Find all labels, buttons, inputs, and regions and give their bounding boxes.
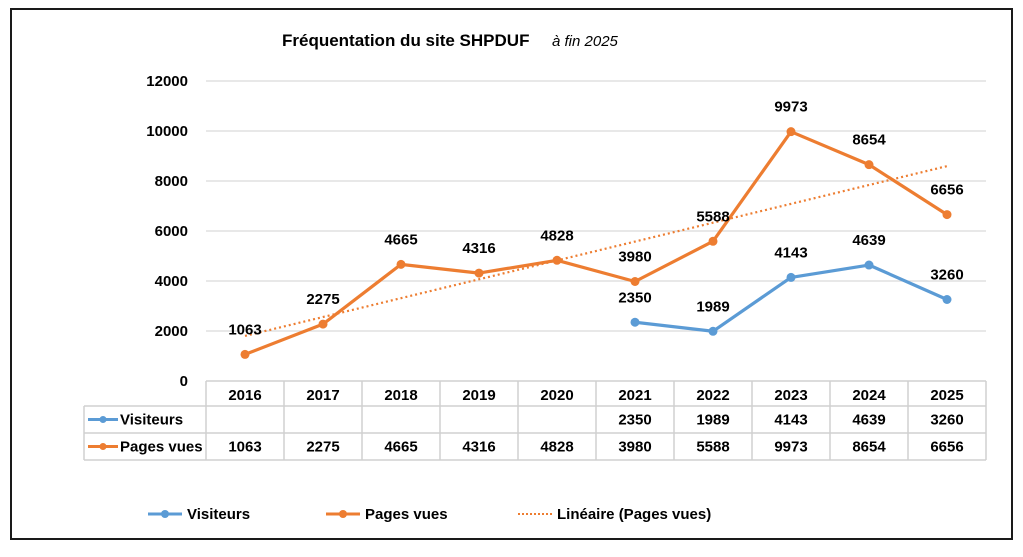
table-cell-value: 4665	[384, 439, 417, 456]
data-point	[942, 210, 952, 220]
data-point	[240, 349, 250, 359]
x-tick-label: 2018	[384, 387, 417, 404]
data-label: 4828	[540, 227, 573, 244]
data-label: 5588	[696, 208, 729, 225]
data-point	[708, 326, 718, 336]
legend-label: Visiteurs	[187, 506, 250, 523]
legend-label: Pages vues	[365, 506, 448, 523]
y-tick-label: 10000	[146, 123, 188, 140]
legend-label: Linéaire (Pages vues)	[557, 506, 711, 523]
data-point	[942, 295, 952, 304]
data-point	[318, 319, 328, 329]
data-label: 8654	[852, 132, 886, 149]
trendline	[244, 165, 948, 337]
table-cell-value: 2275	[306, 439, 339, 456]
chart-frame	[10, 8, 1013, 540]
y-tick-label: 4000	[155, 273, 188, 290]
x-tick-label: 2020	[540, 387, 573, 404]
table-cell-value: 4828	[540, 439, 573, 456]
data-point	[786, 272, 796, 282]
data-point	[864, 260, 874, 270]
table-cell-value: 5588	[696, 439, 729, 456]
data-label: 4665	[384, 231, 417, 248]
series-line	[244, 130, 948, 356]
table-cell-value: 3980	[618, 439, 651, 456]
data-point	[396, 259, 406, 269]
table-cell-value: 4316	[462, 439, 495, 456]
x-tick-label: 2016	[228, 387, 261, 404]
table-cell-value: 9973	[774, 439, 807, 456]
data-label: 1063	[228, 321, 261, 338]
table-cell-value: 6656	[930, 439, 963, 456]
table-cell-value: 3260	[930, 412, 963, 429]
data-point	[630, 277, 640, 286]
data-point	[474, 268, 484, 278]
table-series-label: Pages vues	[120, 439, 203, 456]
data-label: 2350	[618, 289, 651, 306]
x-tick-label: 2024	[852, 387, 886, 404]
table-cell-value: 4143	[774, 412, 807, 429]
data-label: 4143	[774, 244, 807, 261]
y-tick-label: 6000	[155, 223, 188, 240]
data-point	[552, 255, 562, 265]
data-label: 4639	[852, 232, 885, 249]
y-tick-label: 0	[180, 373, 188, 390]
data-point	[708, 236, 718, 246]
data-label: 6656	[930, 182, 963, 199]
y-tick-label: 12000	[146, 73, 188, 90]
data-label: 3980	[618, 249, 651, 266]
table-legend-marker	[99, 443, 107, 450]
y-tick-label: 2000	[155, 323, 188, 340]
chart-title: Fréquentation du site SHPDUF	[282, 31, 529, 50]
data-label: 2275	[306, 291, 339, 308]
x-tick-label: 2019	[462, 387, 495, 404]
x-tick-label: 2023	[774, 387, 807, 404]
table-cell-value: 1989	[696, 412, 729, 429]
chart-subtitle: à fin 2025	[552, 33, 619, 50]
data-point	[630, 317, 640, 327]
table-cell-value: 1063	[228, 439, 261, 456]
x-tick-label: 2022	[696, 387, 729, 404]
table-cell-value: 2350	[618, 412, 651, 429]
data-point	[786, 127, 796, 137]
data-label: 4316	[462, 240, 495, 257]
y-tick-label: 8000	[155, 173, 188, 190]
x-tick-label: 2017	[306, 387, 339, 404]
x-tick-label: 2021	[618, 387, 651, 404]
table-cell-value: 4639	[852, 412, 885, 429]
legend-marker	[161, 510, 169, 518]
x-tick-label: 2025	[930, 387, 963, 404]
table-legend-marker	[99, 416, 107, 423]
table-series-label: Visiteurs	[120, 412, 183, 429]
table-cell-value: 8654	[852, 439, 886, 456]
data-label: 3260	[930, 267, 963, 284]
data-point	[864, 160, 874, 170]
data-label: 1989	[696, 298, 729, 315]
legend-marker	[339, 510, 347, 518]
data-label: 9973	[774, 99, 807, 116]
